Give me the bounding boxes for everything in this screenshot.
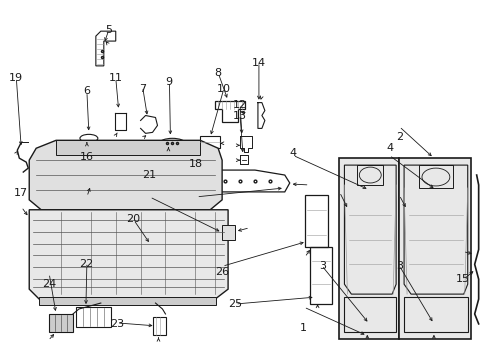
Polygon shape bbox=[49, 314, 73, 332]
Text: 5: 5 bbox=[104, 25, 112, 35]
Text: 2: 2 bbox=[396, 132, 403, 142]
Polygon shape bbox=[56, 140, 200, 155]
Text: 15: 15 bbox=[455, 274, 469, 284]
Text: 17: 17 bbox=[14, 188, 28, 198]
Polygon shape bbox=[29, 140, 222, 210]
Text: 3: 3 bbox=[318, 261, 325, 271]
Text: 1: 1 bbox=[299, 323, 305, 333]
Bar bbox=[39, 297, 216, 305]
Text: 18: 18 bbox=[188, 159, 203, 169]
Text: 4: 4 bbox=[386, 143, 393, 153]
Text: 21: 21 bbox=[142, 170, 157, 180]
Text: 9: 9 bbox=[165, 77, 172, 87]
Text: 20: 20 bbox=[126, 214, 141, 224]
Text: 22: 22 bbox=[79, 259, 93, 269]
Text: 16: 16 bbox=[80, 152, 93, 162]
Bar bbox=[200, 136, 220, 148]
Text: 6: 6 bbox=[83, 86, 90, 96]
Bar bbox=[339, 158, 398, 339]
Text: 19: 19 bbox=[9, 73, 23, 83]
Text: 3: 3 bbox=[396, 261, 403, 271]
Text: 14: 14 bbox=[251, 58, 265, 68]
Text: 23: 23 bbox=[110, 319, 124, 329]
Bar bbox=[398, 158, 470, 339]
Text: 7: 7 bbox=[139, 84, 145, 94]
Text: 25: 25 bbox=[227, 299, 242, 309]
Text: 4: 4 bbox=[289, 148, 296, 158]
Text: 26: 26 bbox=[215, 267, 229, 277]
Text: 11: 11 bbox=[108, 73, 122, 83]
Text: 12: 12 bbox=[232, 100, 246, 110]
Text: 24: 24 bbox=[42, 279, 56, 289]
Text: 10: 10 bbox=[217, 84, 231, 94]
Text: 8: 8 bbox=[214, 68, 221, 78]
Polygon shape bbox=[222, 225, 235, 239]
Bar bbox=[152, 317, 166, 335]
Polygon shape bbox=[29, 210, 227, 299]
Text: 13: 13 bbox=[232, 111, 246, 121]
